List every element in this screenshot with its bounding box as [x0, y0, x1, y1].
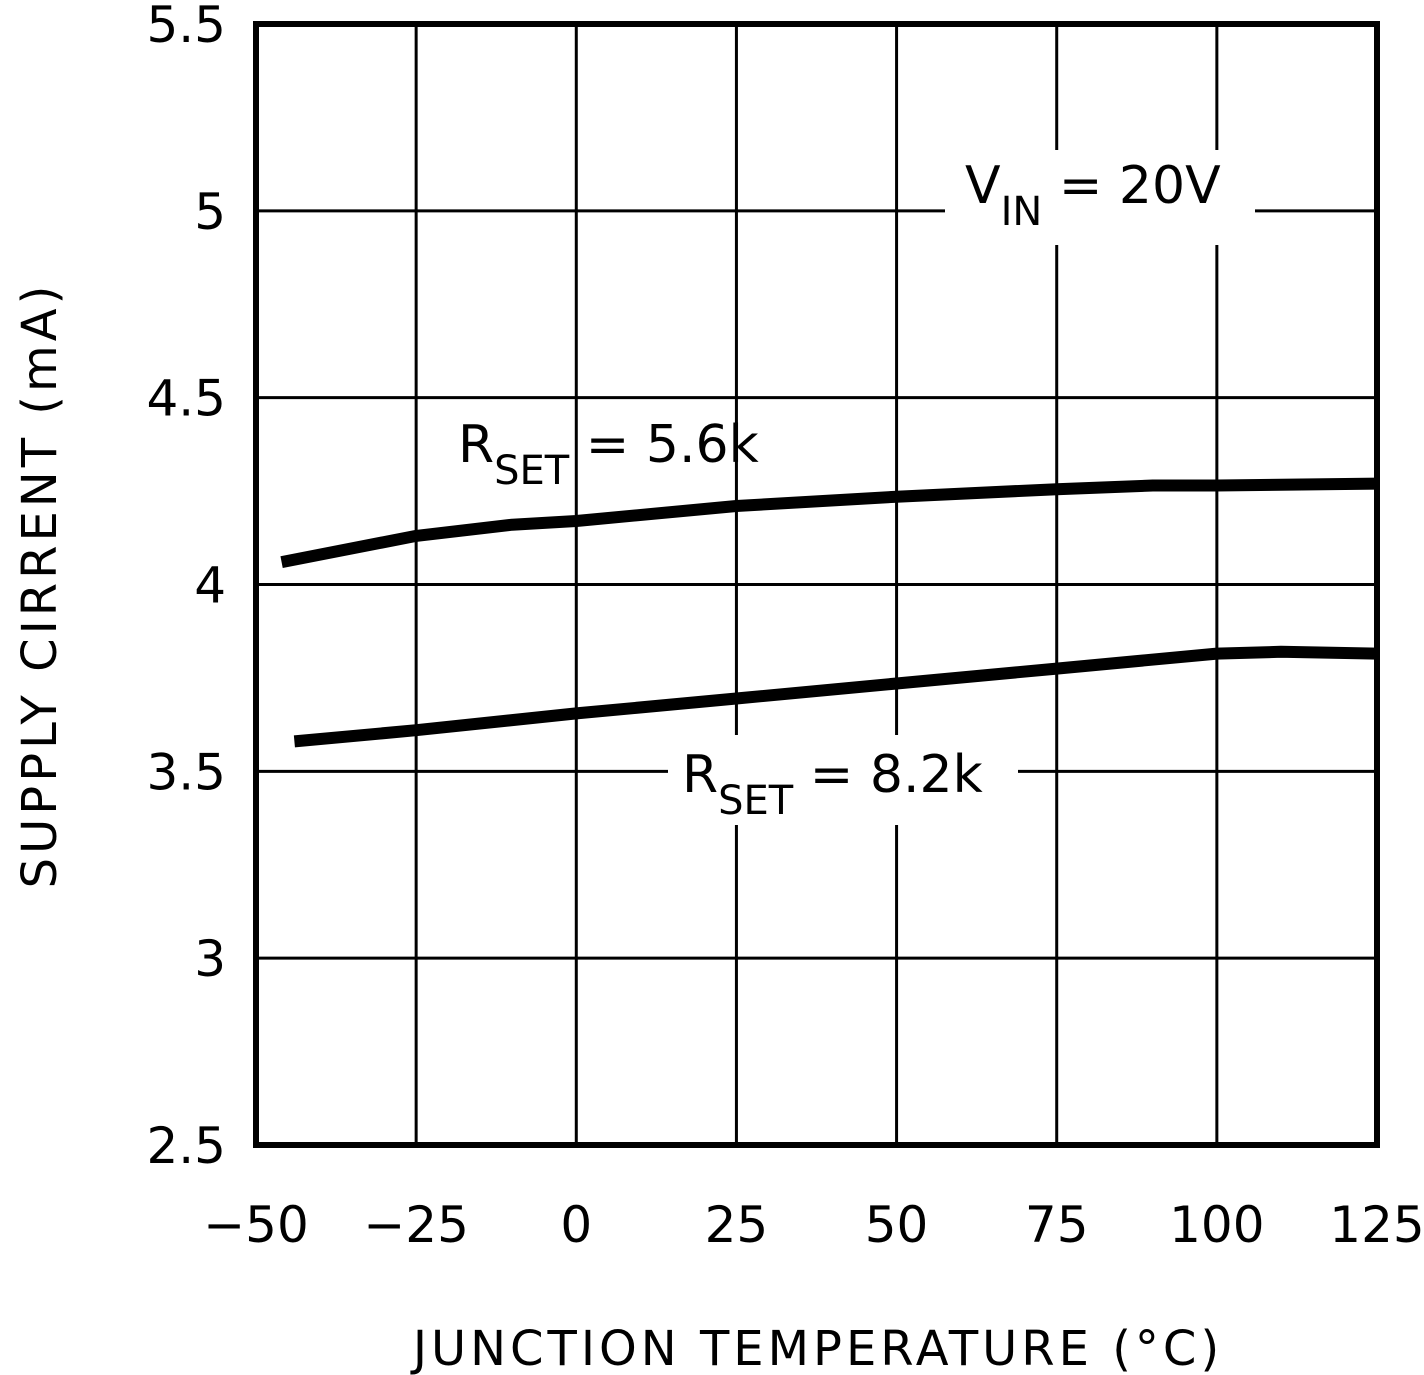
rset-5k6-annotation: RSET = 5.6k: [458, 415, 759, 494]
x-tick-label: 125: [1329, 1196, 1424, 1254]
data-series: [280, 477, 1378, 748]
vin-label-mask: [945, 150, 1255, 245]
y-tick-label: 3: [194, 930, 226, 988]
rset-8k2-label-mask: [668, 735, 1018, 825]
plot-frame: [253, 21, 1380, 1148]
y-tick-label: 4: [194, 557, 226, 615]
x-tick-label: 0: [560, 1196, 592, 1254]
y-axis-title: SUPPLY CIRRENT (mA): [12, 282, 68, 889]
x-tick-label: 25: [705, 1196, 769, 1254]
y-tick-label: 2.5: [146, 1117, 226, 1175]
y-tick-label: 4.5: [146, 370, 226, 428]
tick-labels: −50 −25 0 25 50 75 100 125 2.5 3 3.5 4 4.5 5 5.5: [146, 0, 1424, 1254]
rset-8k2-annotation: RSET = 8.2k: [682, 745, 983, 824]
x-tick-label: 50: [865, 1196, 929, 1254]
x-tick-label: 75: [1025, 1196, 1089, 1254]
y-tick-label: 5.5: [146, 0, 226, 54]
x-tick-label: −25: [363, 1196, 469, 1254]
series-line-rset-8k2: [293, 645, 1378, 748]
series-line-rset-5k6: [280, 477, 1378, 568]
y-tick-label: 5: [194, 183, 226, 241]
x-axis-title: JUNCTION TEMPERATURE (°C): [410, 1321, 1223, 1375]
y-tick-label: 3.5: [146, 743, 226, 801]
x-tick-label: 100: [1169, 1196, 1264, 1254]
x-tick-label: −50: [203, 1196, 309, 1254]
vin-annotation: VIN = 20V: [965, 156, 1221, 235]
